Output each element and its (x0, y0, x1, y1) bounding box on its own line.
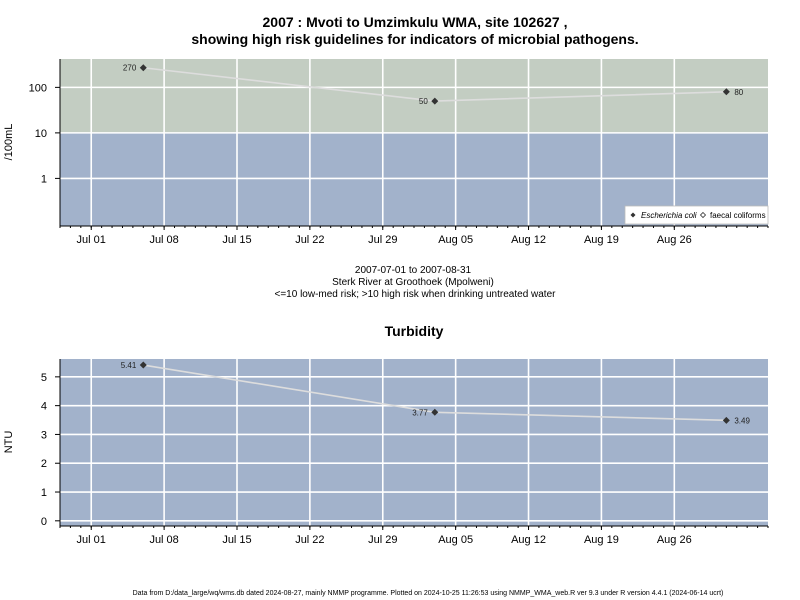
x-tick-label: Jul 22 (295, 234, 324, 246)
chart1-legend: Escherichia coli faecal coliforms (624, 205, 769, 225)
footer-note: Data from D:/data_large/wq/wms.db dated … (133, 590, 724, 597)
data-point (431, 97, 439, 105)
y-tick-label: 3 (41, 429, 47, 441)
x-tick-label: Aug 12 (511, 234, 546, 246)
x-tick-label: Aug 12 (511, 534, 546, 546)
y-tick-label: 1 (41, 173, 47, 185)
y-tick-label: 5 (41, 372, 47, 384)
x-tick-label: Jul 29 (368, 534, 397, 546)
caption-date-range: 2007-07-01 to 2007-08-31 (355, 265, 472, 276)
x-tick-label: Jul 22 (295, 534, 324, 546)
y-tick-label: 2 (41, 458, 47, 470)
chart1-y-axis-label: /100mL (3, 124, 15, 161)
data-label: 3.49 (734, 416, 750, 425)
y-tick-label: 1 (41, 487, 47, 499)
x-tick-label: Aug 19 (584, 534, 619, 546)
x-tick-label: Aug 05 (438, 234, 473, 246)
data-label: 5.41 (121, 361, 137, 370)
data-point (431, 408, 439, 416)
legend-faecal-label: faecal coliforms (710, 211, 766, 220)
y-tick-label: 4 (41, 401, 47, 413)
x-tick-label: Jul 08 (149, 534, 178, 546)
caption-site-name: Sterk River at Groothoek (Mpolweni) (332, 277, 494, 288)
caption-risk-note: <=10 low-med risk; >10 high risk when dr… (275, 289, 557, 300)
chart1-axes: Jul 01 Jul 08 Jul 15 Jul 22 Jul 29 Aug 05 Aug … (29, 59, 769, 246)
chart1-plot-area: 270 50 80 Jul 01 Jul 08 Jul 15 Jul 22 Jul 29 Au… (29, 59, 769, 246)
data-point (722, 416, 730, 424)
data-label: 270 (123, 64, 137, 73)
x-tick-label: Aug 26 (657, 534, 692, 546)
y-tick-label: 100 (29, 82, 47, 94)
x-tick-label: Aug 26 (657, 234, 692, 246)
data-label: 80 (734, 88, 743, 97)
data-label: 3.77 (412, 408, 428, 417)
legend-open-diamond-icon (699, 211, 707, 219)
chart1-title-line1: 2007 : Mvoti to Umzimkulu WMA, site 1026… (263, 14, 568, 30)
x-tick-label: Jul 15 (222, 534, 251, 546)
data-label: 50 (419, 97, 428, 106)
chart1-title-line2: showing high risk guidelines for indicat… (191, 31, 638, 47)
chart1-gridlines (60, 59, 768, 226)
y-tick-label: 0 (41, 516, 47, 528)
chart2-background (60, 359, 768, 526)
chart2-plot-area: 5.413.773.49 Jul 01 Jul 08 Jul 15 Jul 22 Jul… (41, 359, 769, 546)
data-point (139, 361, 147, 369)
x-tick-label: Aug 05 (438, 534, 473, 546)
chart1-points: 270 50 80 (123, 64, 744, 106)
data-point (139, 64, 147, 72)
x-tick-label: Jul 01 (77, 234, 106, 246)
x-tick-label: Jul 29 (368, 234, 397, 246)
legend-ecoli-label: Escherichia coli (641, 211, 697, 220)
chart2-title: Turbidity (385, 323, 444, 339)
chart2-points: 5.41 3.77 3.49 (121, 361, 751, 425)
data-point (722, 88, 730, 96)
chart2-gridlines (60, 359, 768, 526)
chart2-y-axis-label: NTU (3, 431, 15, 454)
x-tick-label: Jul 15 (222, 234, 251, 246)
x-tick-label: Jul 01 (77, 534, 106, 546)
y-tick-label: 10 (35, 128, 47, 140)
legend-box (624, 205, 769, 225)
x-tick-label: Jul 08 (149, 234, 178, 246)
chart2-axes: Jul 01 Jul 08 Jul 15 Jul 22 Jul 29 Aug 05 Aug … (41, 359, 769, 546)
legend-filled-diamond-icon (630, 212, 636, 218)
x-tick-label: Aug 19 (584, 234, 619, 246)
